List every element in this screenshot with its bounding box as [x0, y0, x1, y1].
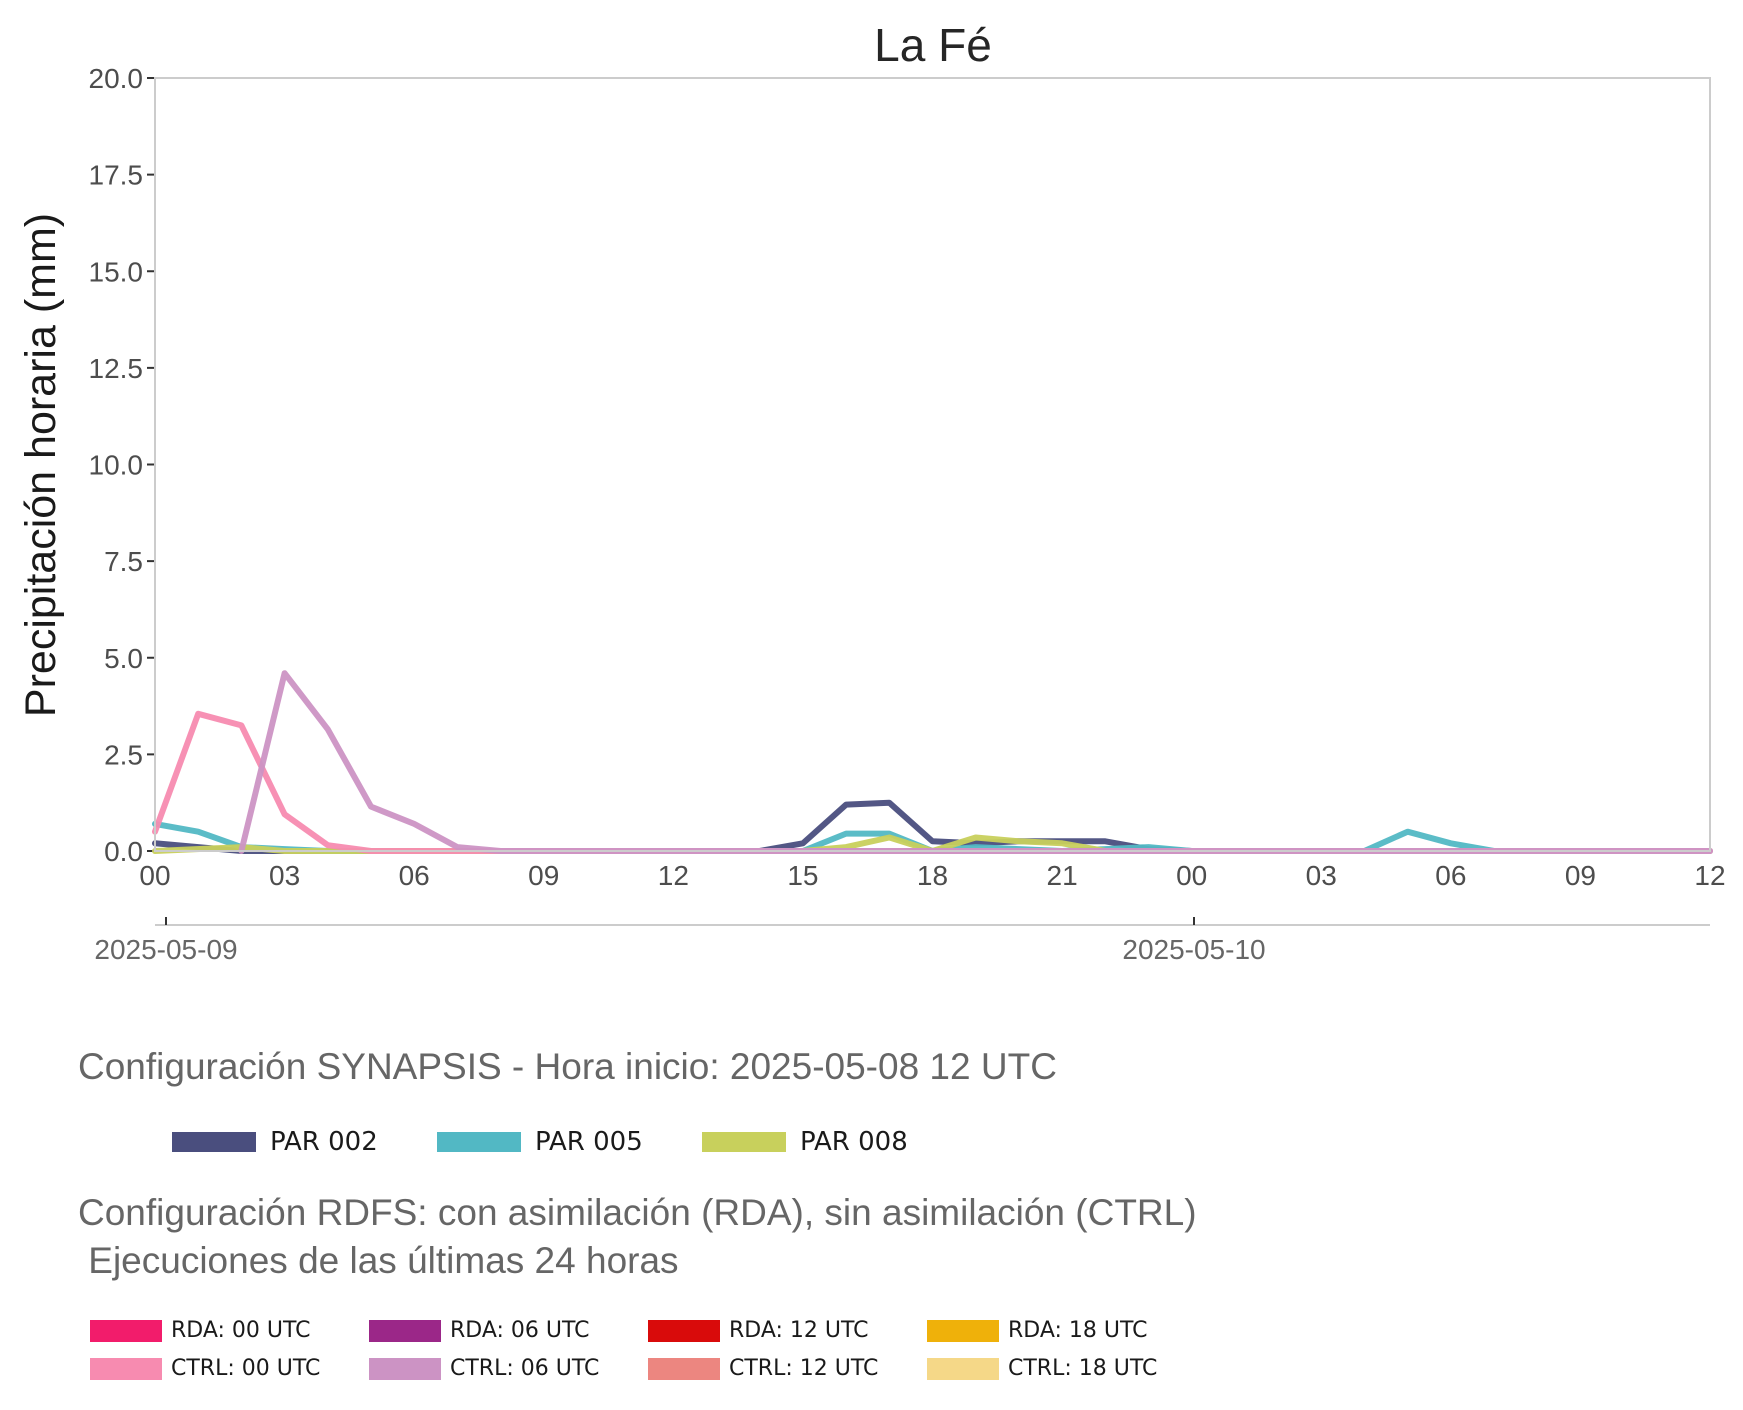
- x-tick-label: 03: [1306, 860, 1337, 891]
- legend-item-par-008: PAR 008: [702, 1127, 908, 1157]
- chart-title: La Fé: [874, 19, 992, 71]
- series-line-ctrl-06-utc: [238, 670, 1713, 854]
- legend-label: CTRL: 12 UTC: [729, 1356, 879, 1381]
- x-tick-label: 12: [658, 860, 689, 891]
- legend-label: CTRL: 06 UTC: [450, 1356, 600, 1381]
- synapsis-legend-title: Configuración SYNAPSIS - Hora inicio: 20…: [78, 1046, 1057, 1087]
- x-tick-label: 03: [269, 860, 300, 891]
- legend-label: PAR 008: [800, 1127, 908, 1157]
- x-tick-label: 00: [139, 860, 170, 891]
- x-tick-label: 09: [1565, 860, 1596, 891]
- x-tick-label: 21: [1047, 860, 1078, 891]
- legend-swatch: [369, 1357, 441, 1380]
- series-line-par-002: [152, 799, 1713, 854]
- legend-label: RDA: 06 UTC: [450, 1318, 590, 1343]
- x-tick-label: 09: [528, 860, 559, 891]
- y-tick-label: 7.5: [104, 546, 143, 577]
- legend-label: PAR 005: [535, 1127, 643, 1157]
- legend-swatch: [648, 1319, 720, 1342]
- legend-swatch: [927, 1319, 999, 1342]
- legend-item-rda-06-utc: RDA: 06 UTC: [369, 1318, 590, 1343]
- legend-item-par-002: PAR 002: [172, 1127, 378, 1157]
- y-tick-label: 17.5: [89, 160, 144, 191]
- legend-label: RDA: 00 UTC: [171, 1318, 311, 1343]
- x-tick-label: 12: [1694, 860, 1725, 891]
- y-tick-label: 0.0: [104, 836, 143, 867]
- legend-swatch: [369, 1319, 441, 1342]
- date-label-start: 2025-05-09: [94, 934, 237, 965]
- rdfs-legend-title: Configuración RDFS: con asimilación (RDA…: [78, 1192, 1197, 1233]
- x-tick-label: 15: [787, 860, 818, 891]
- legend-item-ctrl-00-utc: CTRL: 00 UTC: [90, 1356, 320, 1381]
- legend-swatch: [437, 1132, 521, 1152]
- x-tick-label: 06: [1435, 860, 1466, 891]
- y-tick-label: 12.5: [89, 353, 144, 384]
- legend-swatch: [90, 1319, 162, 1342]
- legend-item-ctrl-18-utc: CTRL: 18 UTC: [927, 1356, 1157, 1381]
- x-tick-label: 18: [917, 860, 948, 891]
- rdfs-legend-subtitle: Ejecuciones de las últimas 24 horas: [78, 1240, 679, 1281]
- y-tick-label: 10.0: [89, 450, 144, 481]
- legend-label: RDA: 12 UTC: [729, 1318, 869, 1343]
- x-tick-label: 00: [1176, 860, 1207, 891]
- legend-swatch: [172, 1132, 256, 1152]
- legend-label: CTRL: 18 UTC: [1008, 1356, 1158, 1381]
- legend-swatch: [648, 1357, 720, 1380]
- y-axis-label: Precipitación horaria (mm): [17, 213, 65, 717]
- legend-label: CTRL: 00 UTC: [171, 1356, 321, 1381]
- y-tick-label: 20.0: [89, 63, 144, 94]
- legend-label: RDA: 18 UTC: [1008, 1318, 1148, 1343]
- legend-swatch: [90, 1357, 162, 1380]
- y-tick-label: 2.5: [104, 739, 143, 770]
- legend-label: PAR 002: [270, 1127, 378, 1157]
- plot-frame: [154, 77, 1711, 852]
- x-tick-label: 06: [399, 860, 430, 891]
- legend-item-rda-00-utc: RDA: 00 UTC: [90, 1318, 311, 1343]
- legend-swatch: [927, 1357, 999, 1380]
- legend-item-par-005: PAR 005: [437, 1127, 643, 1157]
- legend-item-ctrl-12-utc: CTRL: 12 UTC: [648, 1356, 878, 1381]
- series-line-ctrl-00-utc: [152, 710, 1713, 854]
- date-label-end: 2025-05-10: [1122, 934, 1265, 965]
- legend-item-rda-18-utc: RDA: 18 UTC: [927, 1318, 1148, 1343]
- legend-item-ctrl-06-utc: CTRL: 06 UTC: [369, 1356, 599, 1381]
- precipitation-chart: La Fé Precipitación horaria (mm) 0.0 2.5 5…: [17, 19, 1726, 965]
- y-tick-label: 5.0: [104, 643, 143, 674]
- legend-swatch: [702, 1132, 786, 1152]
- legend-item-rda-12-utc: RDA: 12 UTC: [648, 1318, 869, 1343]
- y-tick-label: 15.0: [89, 256, 144, 287]
